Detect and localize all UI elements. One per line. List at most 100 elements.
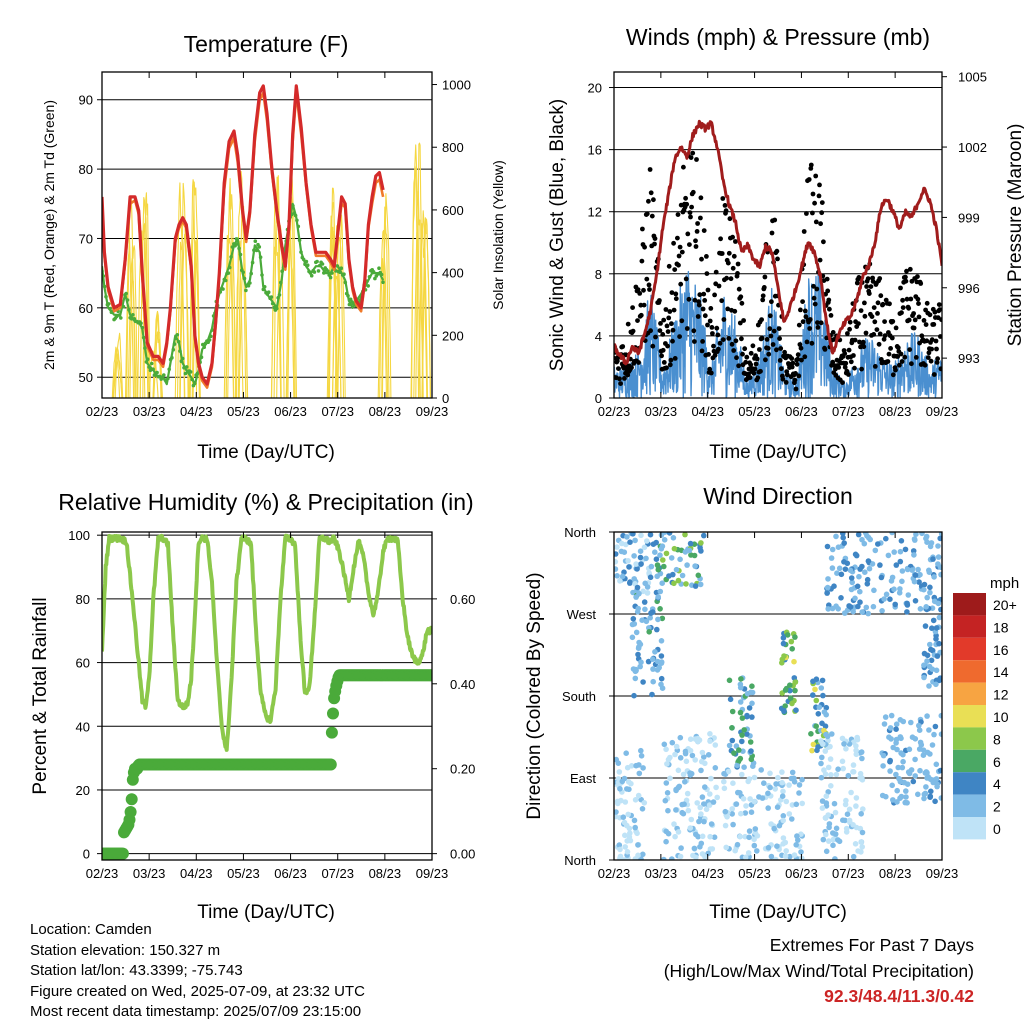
gust-point <box>698 215 703 221</box>
dewpoint-point <box>428 0 432 2</box>
gust-point <box>906 305 912 311</box>
wind-direction-point <box>635 852 641 859</box>
gust-point <box>846 372 851 377</box>
speed-legend-swatch <box>953 615 986 638</box>
wind-direction-point <box>726 677 733 684</box>
wind-direction-point <box>751 798 758 805</box>
wind-direction-point <box>738 676 744 682</box>
speed-legend-swatch <box>953 749 986 773</box>
gust-point <box>763 357 768 363</box>
gust-point <box>754 356 760 362</box>
dewpoint-point <box>226 271 231 275</box>
dewpoint-point <box>244 288 248 293</box>
wind-direction-point <box>702 784 708 790</box>
gust-point <box>696 302 702 308</box>
dewpoint-point <box>249 271 253 276</box>
extremes-box: Extremes For Past 7 Days (High/Low/Max W… <box>664 933 974 1010</box>
wind-direction-point <box>657 606 663 612</box>
gust-point <box>886 351 892 357</box>
wind-direction-point <box>898 538 905 544</box>
wind-direction-point <box>633 629 640 636</box>
wind-direction-point <box>614 809 619 815</box>
wind-direction-point <box>933 681 939 688</box>
dewpoint-point <box>308 271 313 275</box>
gust-point <box>730 234 735 240</box>
gust-point <box>721 317 727 322</box>
wind-direction-point <box>839 758 846 765</box>
gust-point <box>687 242 692 248</box>
wind-direction-point <box>685 807 692 814</box>
dewpoint-point <box>227 265 232 270</box>
solar-ytick-label: 200 <box>442 328 464 343</box>
gust-point <box>712 352 718 358</box>
gust-point <box>852 365 857 371</box>
gust-point <box>733 239 738 244</box>
gust-point <box>753 361 759 367</box>
wind-direction-point <box>828 783 834 789</box>
wind-direction-point <box>641 800 648 806</box>
dewpoint-point <box>260 273 264 277</box>
wind-direction-point <box>732 847 738 854</box>
solar-insolation-line <box>238 263 249 398</box>
wind-direction-point <box>887 757 893 764</box>
winds-y2label: Station Pressure (Maroon) <box>1005 124 1024 347</box>
dewpoint-point <box>171 347 176 352</box>
humidity-ytick-label: 80 <box>76 592 90 607</box>
gust-point <box>679 249 685 255</box>
gust-point <box>735 271 740 276</box>
wind-direction-point <box>774 804 781 810</box>
wind-direction-point <box>679 801 685 808</box>
gust-point <box>933 338 939 344</box>
gust-point <box>744 354 750 360</box>
solar-insolation-line <box>379 257 388 398</box>
dewpoint-point <box>257 245 262 249</box>
wind-direction-point <box>767 784 773 791</box>
gust-point <box>652 236 658 242</box>
wind-direction-point <box>798 849 804 855</box>
wind-direction-point <box>622 832 628 839</box>
wind-direction-point <box>678 845 684 851</box>
wind-direction-point <box>654 562 661 568</box>
wind-direction-point <box>727 696 734 703</box>
gust-point <box>761 285 767 290</box>
gust-point <box>890 319 896 324</box>
wind-direction-point <box>765 844 772 851</box>
wind-direction-point <box>648 563 655 570</box>
wind-direction-point <box>680 771 687 778</box>
precip-ytick-label: 0.40 <box>450 677 475 692</box>
wind-direction-point <box>746 834 752 841</box>
gust-point <box>671 240 676 246</box>
gust-point <box>774 248 780 254</box>
winds-ytick-label: 12 <box>588 205 602 220</box>
gust-point <box>725 260 731 266</box>
gust-point <box>918 281 924 286</box>
wind-direction-point <box>820 692 826 699</box>
wind-direction-point <box>652 549 658 555</box>
wind-direction-point <box>788 638 795 645</box>
wind-direction-point <box>752 826 759 832</box>
gust-point <box>880 301 886 307</box>
wind-direction-point <box>938 712 942 719</box>
wind-direction-point <box>894 799 900 805</box>
wind-direction-point <box>659 615 666 622</box>
gust-point <box>740 351 745 357</box>
wind-direction-point <box>632 537 638 544</box>
wind-direction-point <box>657 552 663 558</box>
wind-direction-point <box>875 541 881 547</box>
gust-point <box>660 332 666 337</box>
wind-direction-point <box>658 638 665 644</box>
gust-point <box>692 297 698 303</box>
gust-point <box>658 321 663 326</box>
dewpoint-point <box>401 0 405 2</box>
gust-point <box>937 307 942 312</box>
wind-direction-point <box>877 562 883 568</box>
gust-point <box>622 376 627 381</box>
wind-direction-point <box>927 794 933 800</box>
dewpoint-point <box>295 218 299 223</box>
dewpoint-point <box>275 306 279 311</box>
gust-point <box>723 208 729 214</box>
wind-direction-point <box>661 741 668 748</box>
wind-direction-point <box>747 796 753 802</box>
wind-direction-point <box>748 689 754 696</box>
gust-point <box>752 366 758 372</box>
